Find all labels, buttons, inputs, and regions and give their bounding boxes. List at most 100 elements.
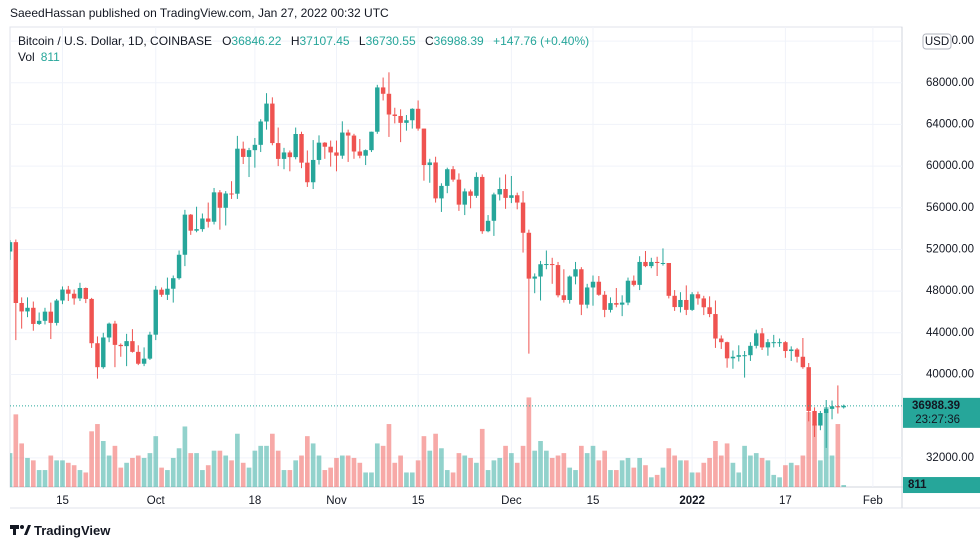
volume-bar	[10, 453, 13, 487]
candle-body	[771, 342, 776, 344]
volume-bar	[742, 445, 747, 487]
x-tick-label: Nov	[326, 495, 347, 507]
volume-bar	[596, 460, 602, 487]
volume-bar	[404, 472, 409, 487]
candle-body	[707, 307, 712, 315]
volume-bar	[112, 445, 118, 487]
ohlc-value: 37107.45	[299, 34, 350, 48]
y-tick-label: 40000.00	[926, 369, 974, 381]
volume-bar	[444, 470, 450, 487]
candle-body	[794, 349, 800, 357]
volume-bar	[613, 470, 619, 487]
volume-bar	[841, 485, 847, 487]
candle-body	[281, 152, 287, 159]
candle-body	[631, 280, 637, 285]
volume-bar	[246, 467, 252, 487]
volume-bar	[48, 455, 54, 487]
volume-bar	[281, 470, 287, 487]
volume-legend: Vol 811	[18, 50, 60, 64]
candle-body	[445, 169, 450, 186]
volume-bar	[765, 460, 771, 487]
volume-bar	[89, 431, 94, 487]
volume-bar	[753, 453, 759, 487]
candle-body	[165, 288, 170, 295]
volume-bar	[683, 460, 689, 487]
candle-body	[823, 408, 829, 414]
candle-body	[555, 265, 561, 296]
volume-bar	[124, 462, 129, 487]
candle-body	[235, 148, 240, 194]
candle-body	[456, 179, 462, 205]
volume-bar	[194, 453, 199, 487]
candle-body	[293, 134, 298, 158]
ohlc-prefix: L	[358, 34, 366, 48]
volume-bar	[287, 470, 293, 487]
candle-body	[66, 289, 71, 294]
volume-bar	[672, 455, 677, 487]
candle-body	[573, 269, 578, 277]
volume-bar	[608, 470, 613, 487]
candle-body	[590, 281, 596, 288]
volume-bar	[83, 472, 89, 487]
volume-bar	[322, 470, 328, 487]
ohlc-prefix: H	[290, 34, 300, 48]
candle-body	[701, 298, 706, 308]
volume-bar	[95, 424, 100, 487]
volume-bar	[503, 445, 508, 487]
x-tick-label: 18	[248, 495, 261, 507]
volume-bar	[759, 457, 765, 487]
candle-body	[829, 406, 835, 409]
candle-body	[89, 298, 94, 344]
volume-bar	[479, 428, 485, 487]
y-tick-label: 68000.00	[926, 77, 974, 89]
candle-body	[579, 269, 584, 305]
y-tick-label: 64000.00	[926, 118, 974, 130]
volume-bar	[135, 455, 141, 487]
candle-body	[101, 337, 106, 368]
legend: Bitcoin / U.S. Dollar, 1D, COINBASE O368…	[18, 34, 595, 48]
candle-body	[754, 333, 759, 346]
candle-body	[141, 358, 147, 364]
candle-body	[520, 202, 526, 233]
volume-bar	[561, 453, 567, 487]
volume-bar	[456, 453, 462, 487]
candle-body	[380, 87, 386, 94]
candle-body	[625, 280, 631, 303]
candle-body	[77, 287, 83, 299]
volume-bar	[625, 457, 631, 487]
candle-body	[188, 214, 193, 231]
volume-bar	[619, 460, 625, 487]
candle-body	[789, 349, 794, 352]
ohlc-value: 36730.55	[365, 34, 416, 48]
candle-body	[497, 189, 502, 195]
volume-bar	[497, 457, 503, 487]
candle-body	[36, 320, 42, 324]
volume-bar	[701, 462, 707, 487]
volume-bar	[590, 445, 596, 487]
volume-bar	[818, 460, 823, 487]
candle-body	[375, 87, 380, 132]
volume-bar	[141, 457, 147, 487]
volume-bar	[485, 470, 491, 487]
volume-bar	[713, 441, 718, 487]
candle-body	[176, 254, 182, 279]
volume-bar	[65, 462, 71, 487]
candle-body	[561, 295, 567, 300]
candle-body	[410, 108, 415, 121]
candle-body	[264, 103, 269, 122]
volume-bar	[707, 457, 712, 487]
y-tick-label: 48000.00	[926, 285, 974, 297]
candle-body	[106, 323, 112, 338]
candle-body	[835, 406, 841, 408]
brand: TradingView	[34, 523, 111, 538]
volume-bar	[363, 472, 368, 487]
x-tick-label: 15	[587, 495, 600, 507]
volume-value: 811	[40, 50, 60, 64]
volume-bar	[532, 450, 538, 487]
candle-body	[124, 341, 129, 347]
volume-bar	[147, 453, 153, 487]
volume-bar	[398, 455, 403, 487]
y-tick-label: 32000.00	[926, 452, 974, 464]
volume-bar	[748, 455, 753, 487]
volume-bar	[106, 455, 112, 487]
